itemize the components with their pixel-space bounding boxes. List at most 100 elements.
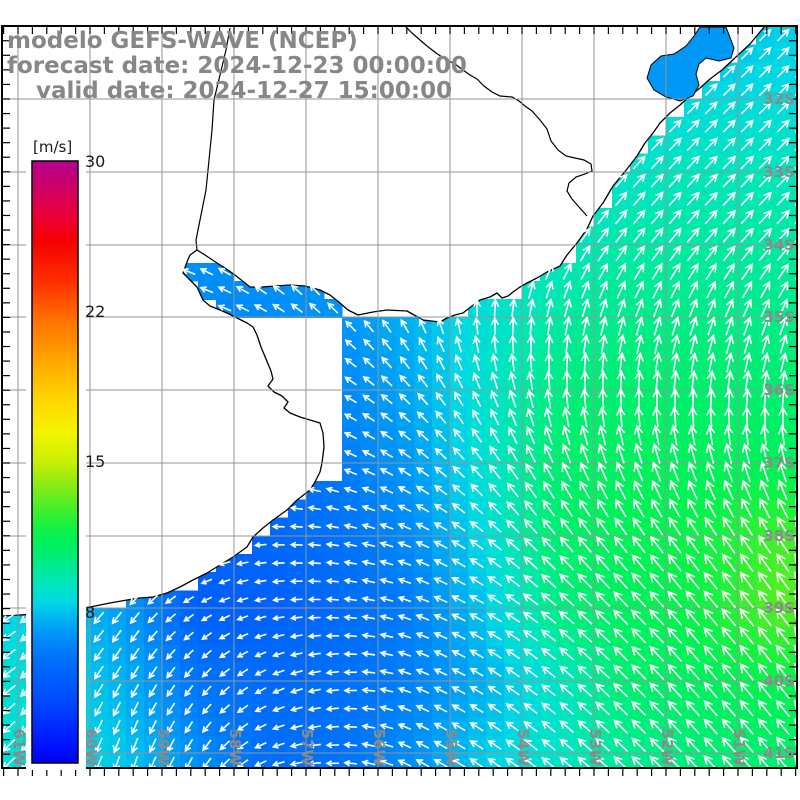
wind-arrow [451,722,466,732]
wind-arrow [667,700,683,717]
wind-arrow [184,685,194,697]
wind-arrow [739,571,754,591]
wind-arrow [200,596,213,603]
lon-axis-label: 61W [10,729,28,767]
wind-arrow [705,479,716,500]
wind-arrow [433,758,448,768]
wind-arrow [740,245,754,262]
wind-arrow [758,516,772,537]
wind-arrow [415,485,430,495]
wind-arrow [182,596,195,604]
wind-arrow [254,596,267,603]
wind-arrow [595,572,611,589]
wind-arrow [705,461,716,482]
wind-arrow [667,682,683,699]
wind-arrow [739,681,754,699]
wind-arrow [649,737,665,753]
wind-arrow [490,334,499,354]
wind-arrow [634,333,645,355]
lat-axis-label: 39S [763,599,795,617]
wind-arrow [397,614,412,621]
wind-arrow [307,687,321,694]
wind-arrow [454,335,463,353]
wind-arrow [632,209,646,225]
wind-arrow [724,369,735,391]
lat-axis-label: 40S [763,672,795,690]
wind-arrow [435,391,447,406]
wind-arrow [669,498,681,518]
wind-arrow [183,613,195,622]
wind-arrow [631,737,647,753]
wind-arrow [686,227,700,243]
wind-arrow [379,541,394,548]
ocean-cell [792,208,797,227]
wind-arrow [613,572,629,590]
wind-arrow [650,137,664,151]
wind-arrow [416,429,429,442]
wind-arrow [469,576,484,586]
ocean-cell [792,26,797,45]
ocean-cell [792,408,797,428]
wind-arrow [757,717,772,736]
wind-arrow [343,759,358,767]
wind-arrow [508,370,517,390]
wind-arrow [614,191,628,207]
model-title: modelo GEFS-WAVE (NCEP) [7,28,358,54]
wind-arrow [685,681,701,699]
wind-arrow [472,390,482,407]
wind-arrow [343,523,358,530]
wind-arrow [560,499,574,517]
wind-arrow [576,646,593,661]
lon-axis-label: 60W [82,729,100,767]
wind-arrow [758,209,773,225]
wind-arrow [612,609,629,626]
wind-arrow [361,504,376,512]
wind-arrow [594,609,611,625]
wind-arrow [325,559,339,567]
wind-arrow [433,577,448,586]
wind-arrow [343,687,358,694]
wind-arrow [706,351,717,373]
wind-arrow [468,594,484,604]
wind-arrow [526,388,535,409]
wind-arrow [271,303,286,313]
wind-arrow [777,280,789,299]
wind-arrow [380,412,393,423]
wind-arrow [631,700,647,716]
wind-arrow [165,613,177,623]
wind-arrow [667,590,683,608]
wind-arrow [147,594,159,605]
wind-arrow [361,559,376,566]
wind-arrow [722,83,736,97]
wind-arrow [379,577,394,585]
wind-arrow [742,369,753,391]
wind-arrow [202,757,212,768]
wind-arrow [164,595,177,605]
wind-arrow [541,684,556,697]
wind-arrow [236,722,249,732]
wind-arrow [579,461,590,482]
wind-arrow [129,611,140,625]
wind-arrow [739,662,755,681]
wind-arrow [615,424,626,446]
ocean-cell [792,135,797,155]
ocean-cell [792,554,797,573]
lon-axis-label: 54W [514,729,532,767]
wind-arrow [545,280,554,299]
wind-arrow [433,686,448,695]
wind-arrow [451,668,466,677]
wind-arrow [758,28,772,42]
wind-arrow [361,650,376,658]
wind-arrow [307,559,321,567]
wind-arrow [543,462,555,481]
wind-arrow [508,334,518,354]
wind-arrow [757,626,773,645]
wind-arrow [776,552,790,573]
wind-arrow [379,668,394,676]
wind-arrow [705,497,717,518]
wind-arrow [218,578,231,585]
wind-arrow [433,595,448,604]
wind-arrow [579,424,589,446]
wind-arrow [631,590,647,608]
wind-arrow [470,483,484,497]
